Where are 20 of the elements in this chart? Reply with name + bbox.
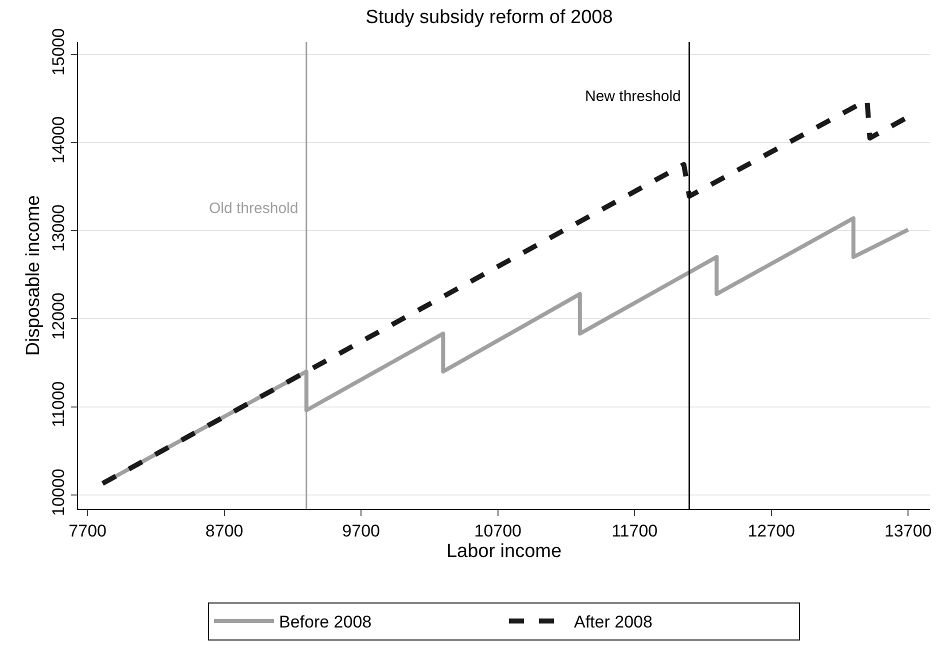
x-tick-label: 10700	[474, 521, 522, 540]
y-tick-label: 11000	[49, 381, 68, 428]
y-tick-label: 13000	[49, 204, 68, 252]
ref-line-label: Old threshold	[209, 200, 298, 217]
y-tick-label: 14000	[49, 116, 68, 164]
legend-label: Before 2008	[279, 612, 372, 632]
y-tick-label: 12000	[49, 292, 68, 340]
legend-label: After 2008	[574, 612, 652, 632]
y-tick-label: 15000	[49, 28, 68, 76]
x-tick-label: 8700	[205, 521, 244, 540]
ref-line-label: New threshold	[585, 88, 681, 105]
x-tick-label: 9700	[342, 521, 380, 540]
x-axis-title: Labor income	[446, 541, 562, 562]
x-tick-label: 13700	[884, 521, 932, 540]
x-tick-label: 11700	[612, 521, 658, 540]
x-tick-label: 12700	[748, 521, 795, 540]
y-tick-label: 10000	[49, 468, 68, 516]
x-tick-label: 7700	[68, 521, 106, 540]
y-axis-title: Disposable income	[23, 195, 44, 356]
chart-title: Study subsidy reform of 2008	[366, 7, 613, 28]
